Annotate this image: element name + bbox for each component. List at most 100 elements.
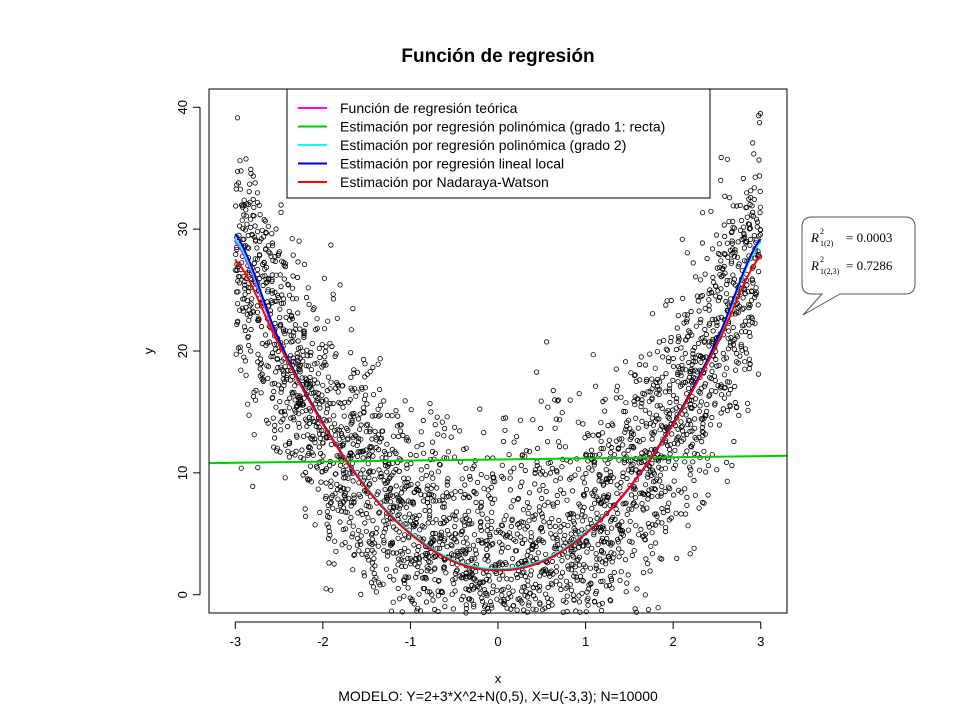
scatter-point — [731, 346, 738, 352]
scatter-point — [271, 435, 278, 441]
scatter-point — [660, 509, 667, 516]
scatter-point — [687, 329, 693, 336]
scatter-point — [462, 491, 468, 498]
scatter-point — [477, 406, 483, 412]
scatter-point — [275, 348, 281, 354]
scatter-point — [438, 532, 444, 538]
scatter-point — [583, 538, 589, 544]
scatter-point — [623, 426, 629, 432]
scatter-point — [698, 316, 704, 323]
scatter-point — [730, 224, 736, 230]
scatter-point — [281, 408, 287, 414]
scatter-point — [347, 349, 354, 356]
scatter-point — [583, 609, 589, 615]
scatter-point — [698, 359, 704, 365]
scatter-point — [575, 466, 582, 472]
scatter-point — [555, 439, 562, 445]
scatter-point — [395, 556, 402, 562]
scatter-point — [596, 471, 602, 478]
scatter-point — [328, 424, 335, 430]
scatter-point — [520, 607, 527, 613]
scatter-point — [348, 450, 354, 457]
scatter-point — [240, 225, 246, 231]
scatter-point — [489, 509, 495, 515]
scatter-point — [492, 562, 498, 568]
scatter-point — [496, 576, 502, 582]
scatter-point — [296, 411, 302, 417]
scatter-point — [720, 406, 726, 412]
scatter-point — [653, 390, 660, 396]
scatter-point — [702, 326, 708, 333]
scatter-point — [277, 398, 283, 405]
scatter-point — [656, 339, 662, 345]
scatter-point — [288, 312, 295, 319]
scatter-point — [585, 432, 592, 439]
scatter-point — [585, 595, 591, 601]
scatter-point — [337, 519, 343, 525]
scatter-point — [435, 593, 441, 599]
scatter-point — [382, 486, 388, 493]
scatter-point — [607, 598, 614, 604]
scatter-point — [545, 603, 552, 610]
scatter-point — [471, 584, 478, 590]
scatter-point — [258, 323, 265, 330]
scatter-point — [257, 362, 263, 368]
scatter-point — [373, 589, 379, 595]
scatter-point — [254, 190, 261, 196]
scatter-point — [731, 253, 738, 259]
scatter-point — [444, 479, 450, 485]
scatter-point — [442, 597, 448, 603]
scatter-point — [567, 582, 573, 588]
scatter-point — [722, 270, 728, 276]
scatter-point — [574, 557, 580, 564]
scatter-point — [728, 260, 734, 266]
scatter-point — [727, 402, 733, 408]
scatter-point — [419, 575, 426, 581]
scatter-point — [238, 168, 244, 174]
scatter-point — [579, 527, 585, 533]
scatter-point — [463, 550, 469, 556]
scatter-point — [346, 544, 352, 550]
scatter-point — [436, 461, 443, 467]
scatter-point — [687, 472, 693, 478]
scatter-point — [468, 557, 474, 563]
scatter-point — [327, 386, 333, 392]
scatter-point — [348, 327, 354, 333]
scatter-point — [452, 489, 458, 495]
scatter-point — [607, 502, 613, 508]
scatter-point — [341, 492, 347, 498]
scatter-point — [440, 520, 446, 526]
scatter-point — [588, 521, 595, 527]
scatter-point — [389, 412, 395, 419]
scatter-point — [585, 586, 592, 592]
scatter-point — [384, 480, 390, 486]
scatter-point — [247, 181, 253, 187]
scatter-point — [350, 478, 356, 484]
scatter-point — [368, 532, 374, 538]
scatter-point — [458, 528, 465, 535]
scatter-point — [673, 405, 679, 411]
scatter-point — [363, 422, 369, 428]
scatter-point — [387, 492, 394, 498]
scatter-point — [624, 475, 630, 482]
scatter-point — [289, 373, 295, 380]
scatter-point — [364, 421, 370, 427]
scatter-point — [348, 503, 354, 509]
scatter-point — [348, 433, 354, 439]
scatter-point — [547, 459, 553, 466]
scatter-point — [437, 462, 443, 468]
scatter-point — [306, 414, 313, 420]
scatter-point — [369, 566, 375, 572]
scatter-point — [235, 278, 241, 284]
scatter-point — [732, 367, 739, 373]
scatter-point — [407, 595, 413, 601]
scatter-point — [624, 511, 630, 518]
scatter-point — [253, 397, 259, 403]
scatter-point — [582, 513, 588, 519]
scatter-point — [557, 528, 563, 534]
scatter-point — [258, 390, 264, 396]
scatter-point — [417, 527, 423, 533]
scatter-point — [481, 429, 487, 436]
scatter-point — [355, 527, 362, 534]
